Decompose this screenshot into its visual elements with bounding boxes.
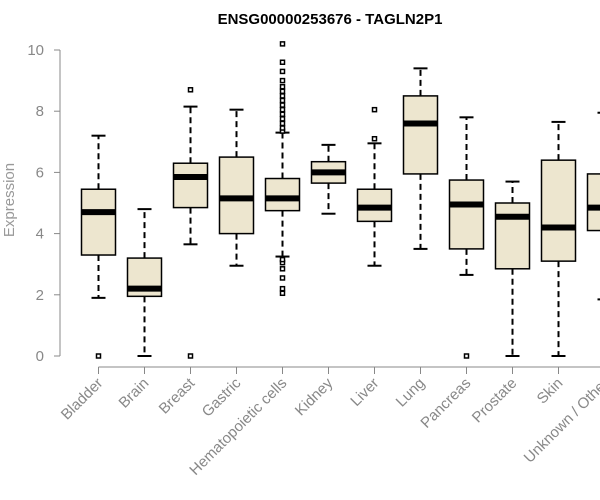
outlier-point bbox=[279, 290, 286, 297]
box-group bbox=[586, 111, 600, 301]
outlier-point bbox=[279, 59, 286, 65]
box bbox=[494, 202, 531, 270]
box-group bbox=[402, 67, 439, 250]
box-group bbox=[172, 87, 209, 359]
outlier-point bbox=[279, 125, 286, 131]
y-tick-label: 8 bbox=[36, 103, 44, 120]
outlier-point bbox=[279, 88, 286, 95]
outlier-point bbox=[279, 266, 286, 272]
box bbox=[264, 177, 301, 212]
box bbox=[448, 179, 485, 250]
x-tick-label: Liver bbox=[347, 375, 382, 410]
x-tick-label: Prostate bbox=[469, 375, 521, 427]
outlier-point bbox=[279, 102, 286, 108]
outlier-point bbox=[279, 120, 286, 127]
outlier-point bbox=[95, 353, 102, 359]
x-tick-label: Pancreas bbox=[417, 375, 474, 432]
x-tick-label: Skin bbox=[534, 375, 567, 408]
outlier-point bbox=[279, 275, 286, 281]
y-tick-label: 10 bbox=[27, 42, 44, 59]
x-tick-label: Breast bbox=[156, 374, 199, 417]
box-group bbox=[218, 108, 255, 267]
x-tick-label: Brain bbox=[116, 375, 153, 412]
outlier-point bbox=[279, 256, 286, 263]
x-tick-label: Bladder bbox=[58, 375, 107, 424]
plot-area bbox=[80, 41, 600, 359]
chart-title: ENSG00000253676 - TAGLN2P1 bbox=[218, 11, 443, 28]
box bbox=[540, 159, 577, 262]
outlier-point bbox=[187, 353, 194, 359]
box-group bbox=[264, 41, 301, 297]
box-group bbox=[448, 116, 485, 359]
y-axis-label: Expression bbox=[1, 163, 18, 237]
box bbox=[586, 173, 600, 232]
outlier-point bbox=[463, 353, 470, 359]
y-axis: 0 2 4 6 8 10 bbox=[27, 42, 61, 365]
outlier-point bbox=[279, 83, 286, 90]
box-group bbox=[356, 106, 393, 267]
outlier-point bbox=[279, 116, 286, 122]
box-group bbox=[126, 208, 163, 357]
outlier-point bbox=[279, 106, 286, 113]
outlier-point bbox=[371, 106, 378, 113]
box bbox=[80, 188, 117, 256]
outlier-point bbox=[279, 68, 286, 75]
outlier-point bbox=[279, 97, 286, 104]
outlier-point bbox=[187, 87, 194, 93]
outlier-point bbox=[279, 93, 286, 99]
outlier-point bbox=[279, 41, 286, 47]
box-group bbox=[494, 180, 531, 357]
box bbox=[172, 162, 209, 209]
y-tick-label: 2 bbox=[36, 287, 44, 304]
x-tick-label: Gastric bbox=[199, 374, 245, 420]
box-group bbox=[80, 134, 117, 359]
x-tick-label: Kidney bbox=[292, 374, 337, 419]
y-tick-label: 0 bbox=[36, 348, 44, 365]
box bbox=[402, 95, 439, 175]
x-tick-label: Lung bbox=[393, 375, 429, 411]
outlier-point bbox=[371, 135, 378, 142]
y-tick-label: 6 bbox=[36, 164, 44, 181]
outlier-point bbox=[279, 111, 286, 118]
box bbox=[218, 156, 255, 235]
y-tick-label: 4 bbox=[36, 226, 44, 243]
outlier-point bbox=[279, 77, 286, 84]
box-group bbox=[540, 120, 577, 357]
box-group bbox=[310, 143, 347, 215]
outlier-point bbox=[279, 285, 286, 292]
